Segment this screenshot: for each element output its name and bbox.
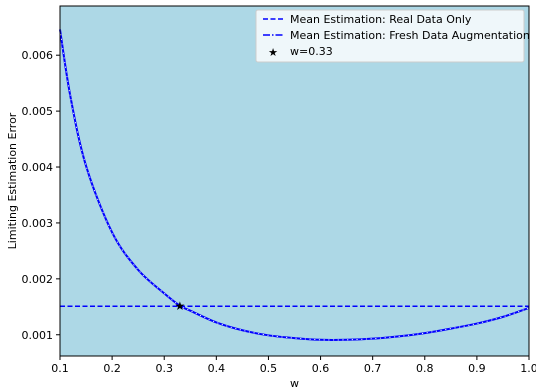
- x-axis-label: w: [290, 377, 299, 390]
- legend-label-real-data: Mean Estimation: Real Data Only: [290, 13, 472, 26]
- y-tick-label: 0.004: [22, 161, 54, 174]
- legend: Mean Estimation: Real Data Only Mean Est…: [255, 9, 530, 63]
- y-tick-label: 0.003: [22, 217, 54, 230]
- legend-label-fresh-augmentation: Mean Estimation: Fresh Data Augmentation: [290, 29, 530, 42]
- legend-label-star-marker: w=0.33: [290, 45, 333, 58]
- axes: 0.1 0.2 0.3 0.4 0.5 0.6 0.7 0.8 0.9 1.0 0.001 0.002…: [22, 5, 536, 375]
- x-tick-label: 0.2: [103, 362, 121, 375]
- star-marker: ★: [174, 299, 185, 313]
- x-tick-label: 0.1: [51, 362, 69, 375]
- x-tick-label: 0.3: [155, 362, 173, 375]
- x-tick-label: 0.5: [260, 362, 278, 375]
- legend-swatch-star-marker: ★: [268, 46, 278, 59]
- x-tick-label: 1.0: [520, 362, 536, 375]
- x-tick-label: 0.4: [208, 362, 226, 375]
- plot-background: [60, 6, 529, 356]
- x-tick-label: 0.6: [312, 362, 330, 375]
- y-tick-label: 0.006: [22, 49, 54, 62]
- legend-box: [255, 9, 525, 63]
- y-axis-label: Limiting Estimation Error: [6, 112, 19, 249]
- y-tick-label: 0.001: [22, 329, 54, 342]
- plot-frame: [59, 5, 530, 357]
- x-tick-label: 0.9: [468, 362, 486, 375]
- series-line-fresh-data-augmentation-pattern: [59, 29, 530, 341]
- y-tick-label: 0.005: [22, 105, 54, 118]
- x-tick-label: 0.8: [416, 362, 434, 375]
- x-tick-label: 0.7: [364, 362, 382, 375]
- series-layer: ★: [59, 29, 530, 341]
- y-tick-label: 0.002: [22, 273, 54, 286]
